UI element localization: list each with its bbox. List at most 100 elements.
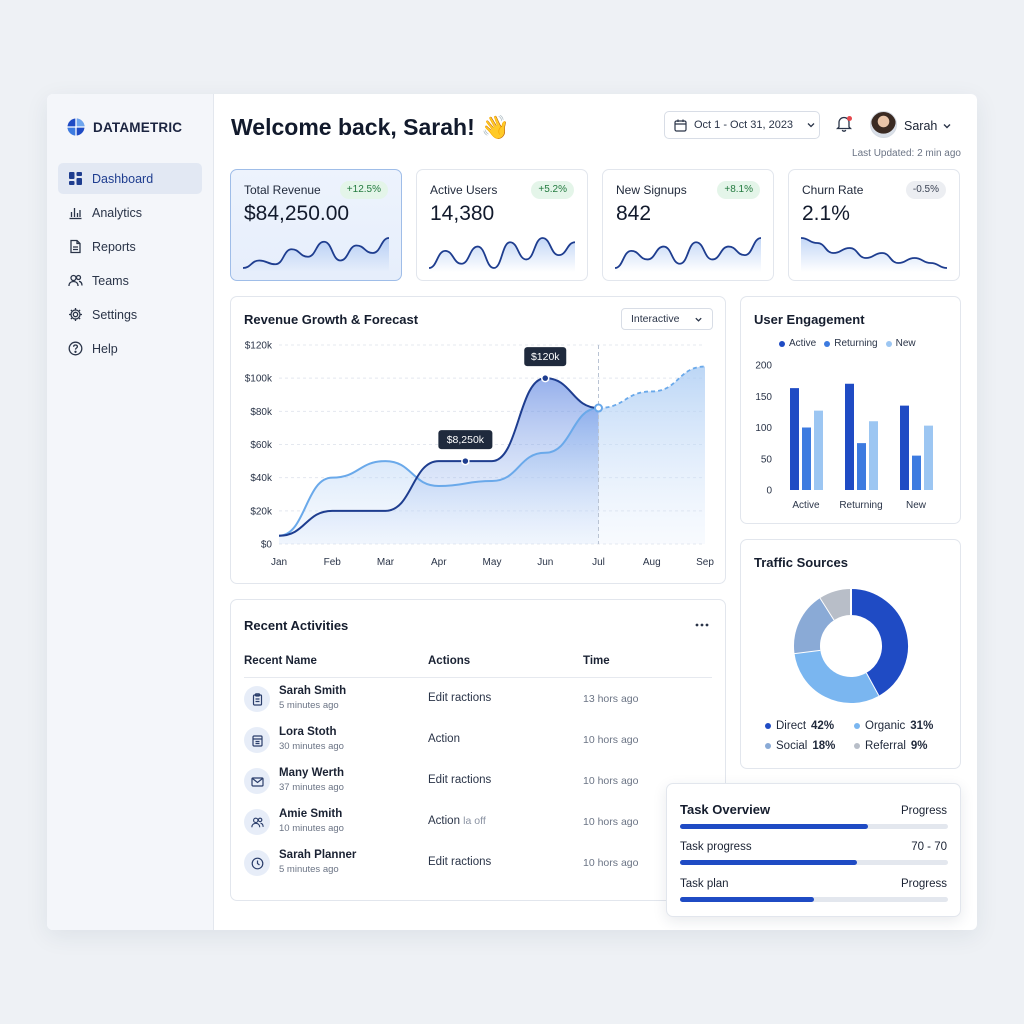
gear-icon [69, 308, 82, 321]
column-header[interactable]: Actions [428, 655, 471, 667]
legend-item-organic: Organic 31% [854, 720, 933, 732]
traffic-donut-chart[interactable] [741, 540, 960, 768]
bar[interactable] [802, 427, 811, 491]
kpi-label: Total Revenue [244, 183, 321, 197]
row-icon [244, 768, 270, 794]
sidebar-item-dashboard[interactable]: Dashboard [58, 163, 202, 194]
sidebar-item-label: Reports [92, 239, 136, 254]
legend-label: Organic [865, 720, 906, 732]
table-row[interactable]: Sarah Planner 5 minutes ago Edit raction… [244, 846, 712, 887]
bar[interactable] [857, 443, 866, 490]
sidebar-item-label: Help [92, 341, 118, 356]
pie-slice[interactable] [820, 589, 852, 621]
notifications-button[interactable] [835, 115, 853, 137]
row-name: Lora Stoth [279, 726, 337, 738]
more-icon[interactable] [694, 622, 710, 628]
chevron-down-icon[interactable] [942, 121, 952, 131]
revenue-chart[interactable]: $0 $20k $40k $60k $80k $100k $120k Jan Feb Mar Apr… [231, 297, 725, 583]
brand-logo[interactable]: DATAMETRIC [67, 118, 182, 136]
user-name[interactable]: Sarah [904, 119, 938, 133]
x-tick-label: Jan [271, 557, 287, 568]
y-tick-label: $80k [250, 407, 273, 418]
y-tick-label: 100 [755, 423, 772, 434]
row-name: Sarah Planner [279, 849, 357, 861]
column-header[interactable]: Time [583, 655, 610, 667]
kpi-sparkline [243, 237, 389, 272]
x-tick-label: Active [792, 500, 820, 511]
y-tick-label: $120k [245, 341, 273, 352]
bell-icon [835, 116, 853, 132]
table-row[interactable]: Sarah Smith 5 minutes ago Edit ractions … [244, 682, 712, 723]
bar[interactable] [845, 383, 854, 490]
row-action-text: Action [428, 815, 464, 827]
pie-slice[interactable] [794, 649, 879, 703]
bar[interactable] [790, 388, 799, 490]
bar[interactable] [900, 405, 909, 490]
row-subtitle: 5 minutes ago [279, 864, 339, 875]
chart-mode-label: Interactive [631, 313, 680, 325]
sidebar-item-label: Dashboard [92, 171, 154, 186]
sidebar-item-help[interactable]: Help [58, 333, 202, 364]
sidebar-item-reports[interactable]: Reports [58, 231, 202, 262]
chart-mode-select[interactable]: Interactive [621, 308, 713, 330]
pie-slice[interactable] [850, 589, 908, 696]
x-tick-label: Aug [643, 557, 661, 568]
engagement-bar-chart[interactable]: 0 50 100 150 200 Active Returning New [741, 297, 960, 523]
y-tick-label: $0 [261, 540, 273, 551]
bar[interactable] [869, 421, 878, 490]
row-name: Many Werth [279, 767, 344, 779]
legend-dot [765, 723, 771, 729]
legend-item-direct: Direct 42% [765, 720, 834, 732]
chart-point[interactable] [594, 403, 603, 413]
legend-value: 18% [812, 740, 836, 752]
pie-slice[interactable] [794, 597, 835, 654]
table-row[interactable]: Amie Smith 10 minutes ago Action la off … [244, 805, 712, 846]
kpi-card-active-users[interactable]: Active Users +5.2% 14,380 [416, 169, 588, 281]
legend-value: 42% [811, 720, 835, 732]
row-action: Edit ractions [428, 856, 492, 868]
legend-value: 31% [910, 720, 934, 732]
kpi-card-new-signups[interactable]: New Signups +8.1% 842 [602, 169, 774, 281]
row-time: 13 hors ago [583, 693, 639, 705]
chart-point[interactable] [541, 373, 550, 383]
sidebar-item-analytics[interactable]: Analytics [58, 197, 202, 228]
document-icon [70, 239, 81, 254]
bar[interactable] [912, 455, 921, 490]
bar[interactable] [924, 425, 933, 490]
legend-value: 9% [910, 740, 928, 752]
legend-dot [765, 743, 771, 749]
sidebar-item-settings[interactable]: Settings [58, 299, 202, 330]
y-tick-label: $60k [250, 440, 273, 451]
sparkline-line [801, 237, 947, 269]
row-time: 10 hors ago [583, 857, 639, 869]
kpi-card-churn-rate[interactable]: Churn Rate -0.5% 2.1% [788, 169, 960, 281]
date-range-label: Oct 1 - Oct 31, 2023 [694, 119, 794, 131]
sparkline-line [429, 237, 575, 269]
sidebar-item-teams[interactable]: Teams [58, 265, 202, 296]
chart-point[interactable] [461, 456, 470, 466]
row-action-muted: la off [463, 815, 486, 827]
row-name: Amie Smith [279, 808, 343, 820]
row-name: Sarah Smith [279, 685, 347, 697]
chart-tooltip-label: $8,250k [447, 434, 485, 446]
table-divider [244, 677, 712, 678]
kpi-card-total-revenue[interactable]: Total Revenue +12.5% $84,250.00 [230, 169, 402, 281]
legend-label: Referral [865, 740, 906, 752]
engagement-legend: Active Returning New [779, 338, 916, 349]
row-time: 10 hors ago [583, 734, 639, 746]
avatar[interactable] [870, 111, 897, 138]
kpi-value: 14,380 [430, 202, 495, 225]
bar[interactable] [814, 410, 823, 490]
brand-name: DATAMETRIC [93, 119, 183, 135]
legend-item: Returning [824, 338, 878, 349]
chart-tooltip-label: $120k [531, 351, 560, 363]
table-row[interactable]: Many Werth 37 minutes ago Edit ractions … [244, 764, 712, 805]
column-header[interactable]: Recent Name [244, 655, 317, 667]
table-row[interactable]: Lora Stoth 30 minutes ago Action 10 hors… [244, 723, 712, 764]
y-tick-label: $20k [250, 506, 273, 517]
page-title: Welcome back, Sarah! 👋 [231, 114, 510, 140]
row-action: Edit ractions [428, 774, 492, 786]
date-range-picker[interactable]: Oct 1 - Oct 31, 2023 [664, 111, 820, 139]
kpi-change-badge: +5.2% [531, 181, 574, 199]
legend-label: Direct [776, 720, 807, 732]
